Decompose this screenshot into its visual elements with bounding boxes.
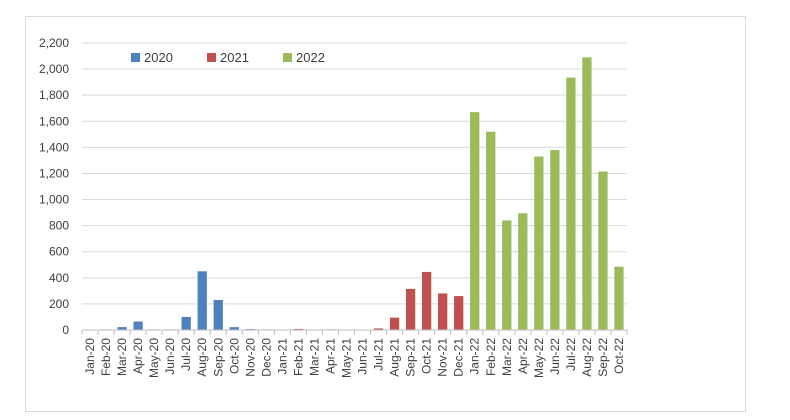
bar-2022-Feb-22 (486, 131, 496, 330)
bar-2020-Mar-20 (117, 327, 127, 330)
x-tick-label: Apr-20 (131, 338, 145, 374)
x-tick-label: Oct-20 (227, 338, 241, 374)
bar-2021-Aug-21 (389, 317, 400, 330)
y-tick-label: 1,200 (39, 166, 69, 180)
y-tick-label: 600 (49, 245, 69, 259)
x-tick-label: Dec-21 (452, 338, 466, 377)
chart-frame (25, 16, 746, 412)
x-axis (81, 329, 628, 335)
x-tick-label: Apr-22 (516, 338, 530, 374)
y-tick-label: 0 (62, 323, 69, 337)
x-tick-label: May-20 (147, 338, 161, 378)
x-tick-label: Jan-22 (468, 338, 482, 375)
x-tick-label: Jan-20 (83, 338, 97, 375)
x-tick-label: Jun-20 (163, 338, 177, 375)
bar-2021-Jul-21 (373, 328, 384, 330)
x-tick-label: Sep-21 (404, 338, 418, 377)
x-tick-label: Sep-22 (596, 338, 610, 377)
gridlines (82, 42, 627, 305)
bar-2021-Sep-21 (405, 288, 416, 330)
bar-2022-Oct-22 (614, 266, 624, 330)
x-tick-label: Nov-21 (436, 338, 450, 377)
y-tick-label: 1,800 (39, 88, 69, 102)
x-tick-label: Aug-20 (195, 338, 209, 377)
x-tick-label: Dec-20 (259, 338, 273, 377)
y-tick-label: 200 (49, 297, 69, 311)
x-tick-label: May-21 (339, 338, 353, 378)
x-tick-label: Nov-20 (243, 338, 257, 377)
bar-2021-Oct-21 (421, 271, 432, 330)
x-tick-label: Apr-21 (323, 338, 337, 374)
legend-swatch-2020 (131, 53, 140, 62)
legend-label-2022: 2022 (296, 50, 325, 65)
y-tick-label: 1,000 (39, 193, 69, 207)
y-axis-tick-labels: 0 200 400 600 800 1,000 1,200 1,400 1,600 1,800 2,… (39, 36, 69, 337)
legend-swatch-2021 (207, 53, 216, 62)
bar-2022-Jun-22 (550, 149, 560, 330)
bar-2021-Dec-21 (454, 296, 464, 330)
x-tick-label: Mar-22 (500, 338, 514, 376)
y-tick-label: 1,600 (39, 114, 69, 128)
bar-2022-Apr-22 (518, 213, 528, 330)
x-tick-label: Oct-22 (612, 338, 626, 374)
legend-label-2020: 2020 (144, 50, 173, 65)
y-tick-label: 2,200 (39, 36, 69, 50)
x-tick-label: Jul-20 (179, 338, 193, 371)
x-tick-label: Mar-20 (115, 338, 129, 376)
x-tick-label: Aug-22 (580, 338, 594, 377)
x-tick-label: Mar-21 (307, 338, 321, 376)
x-tick-label: Feb-22 (484, 338, 498, 376)
x-tick-label: May-22 (532, 338, 546, 378)
bar-2021-Feb-21 (293, 328, 304, 330)
bar-2020-Sep-20 (213, 299, 223, 330)
bar-2021-Nov-21 (438, 293, 448, 330)
bar-2020-Jul-20 (181, 316, 191, 330)
legend-swatch-2022 (283, 53, 292, 62)
y-tick-label: 800 (49, 219, 69, 233)
x-tick-label: Feb-20 (99, 338, 113, 376)
bar-2022-Sep-22 (598, 171, 608, 330)
y-tick-label: 400 (49, 271, 69, 285)
x-tick-label: Jan-21 (275, 338, 289, 375)
bars (85, 57, 624, 331)
legend-label-2021: 2021 (220, 50, 249, 65)
x-tick-label: Jul-22 (564, 338, 578, 371)
bar-2022-Aug-22 (582, 57, 592, 330)
y-tick-label: 2,000 (39, 62, 69, 76)
x-tick-label: Oct-21 (420, 338, 434, 374)
x-tick-label: Jun-21 (356, 338, 370, 375)
bar-2020-Oct-20 (229, 327, 239, 330)
y-tick-label: 1,400 (39, 140, 69, 154)
bar-2020-Aug-20 (197, 271, 207, 330)
bar-2022-Jul-22 (566, 77, 576, 330)
x-tick-label: Aug-21 (388, 338, 402, 377)
x-tick-label: Jul-21 (372, 338, 386, 371)
bar-2022-Jan-22 (470, 112, 480, 331)
legend: 2020 2021 2022 (131, 50, 325, 65)
bar-2022-Mar-22 (502, 220, 512, 330)
x-tick-label: Feb-21 (291, 338, 305, 376)
bar-2022-May-22 (534, 156, 544, 330)
x-tick-label: Jun-22 (548, 338, 562, 375)
x-tick-label: Sep-20 (211, 338, 225, 377)
x-axis-tick-labels: Jan-20 Feb-20 Mar-20 Apr-20 May-20 Jun-20 Jul-… (83, 338, 626, 378)
bar-2020-Apr-20 (133, 321, 143, 330)
